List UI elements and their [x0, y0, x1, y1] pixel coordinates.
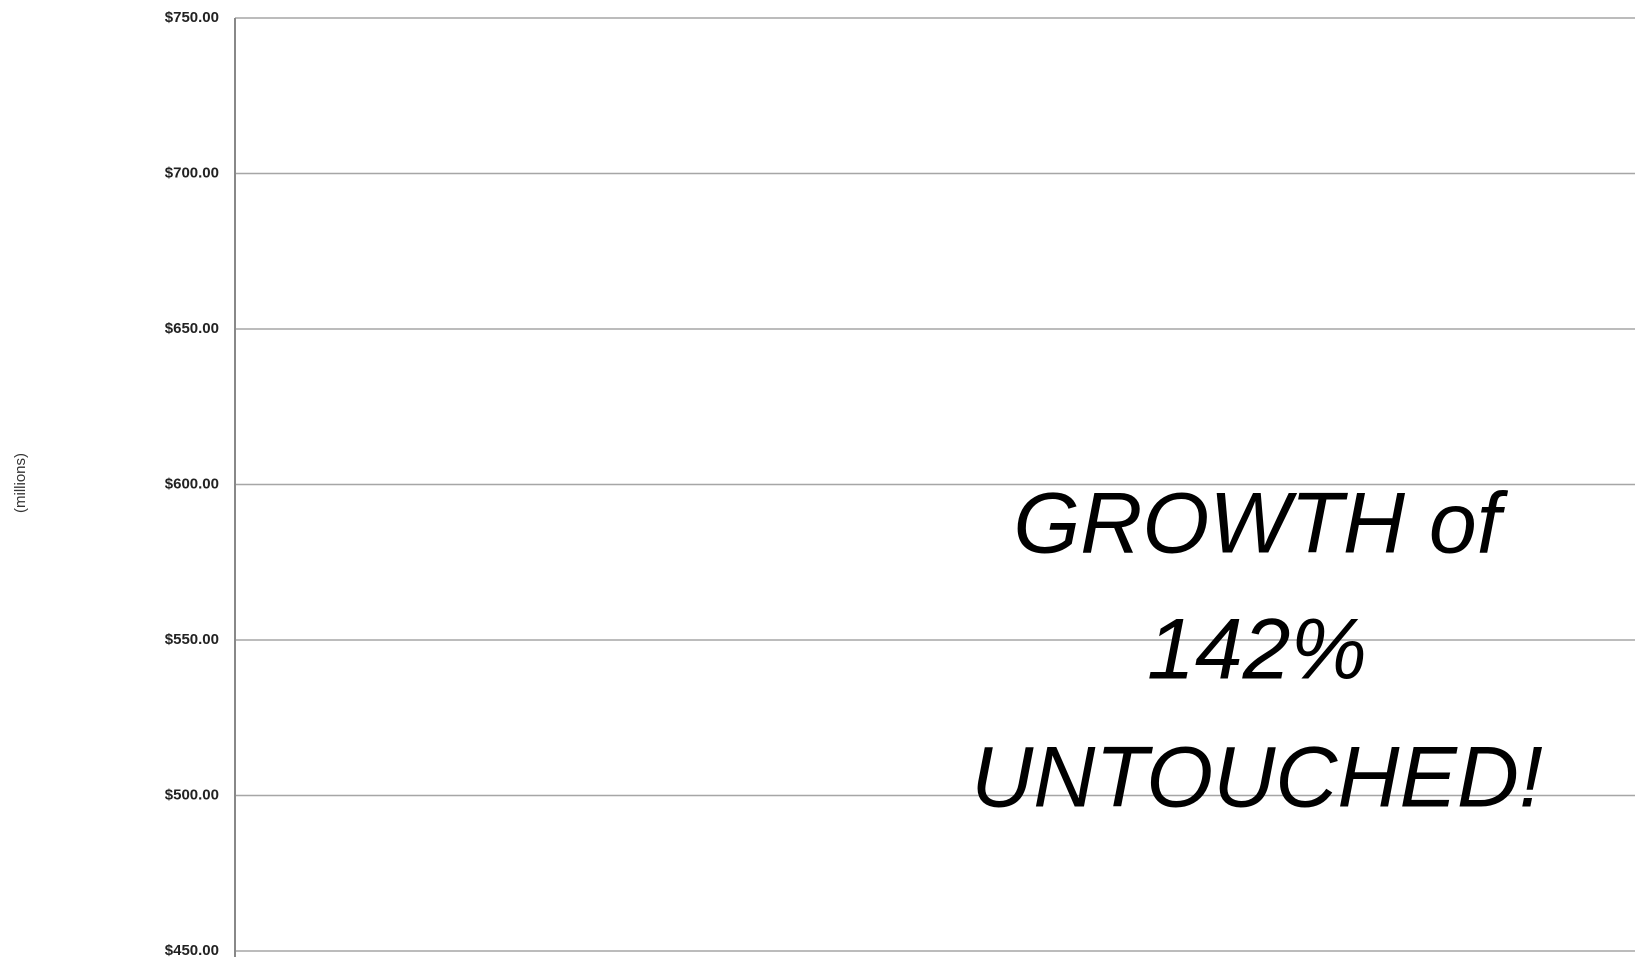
y-tick-label: $650.00	[165, 320, 219, 337]
y-tick-label: $700.00	[165, 164, 219, 181]
y-tick-label: $550.00	[165, 631, 219, 648]
y-tick-label: $450.00	[165, 942, 219, 959]
y-tick-label: $600.00	[165, 475, 219, 492]
y-axis-label: (millions)	[12, 453, 29, 513]
annotation: 142%	[1147, 602, 1367, 698]
annotation: UNTOUCHED!	[971, 730, 1543, 826]
y-tick-label: $500.00	[165, 786, 219, 803]
annotation: GROWTH of	[1013, 476, 1508, 572]
y-tick-label: $750.00	[165, 9, 219, 26]
